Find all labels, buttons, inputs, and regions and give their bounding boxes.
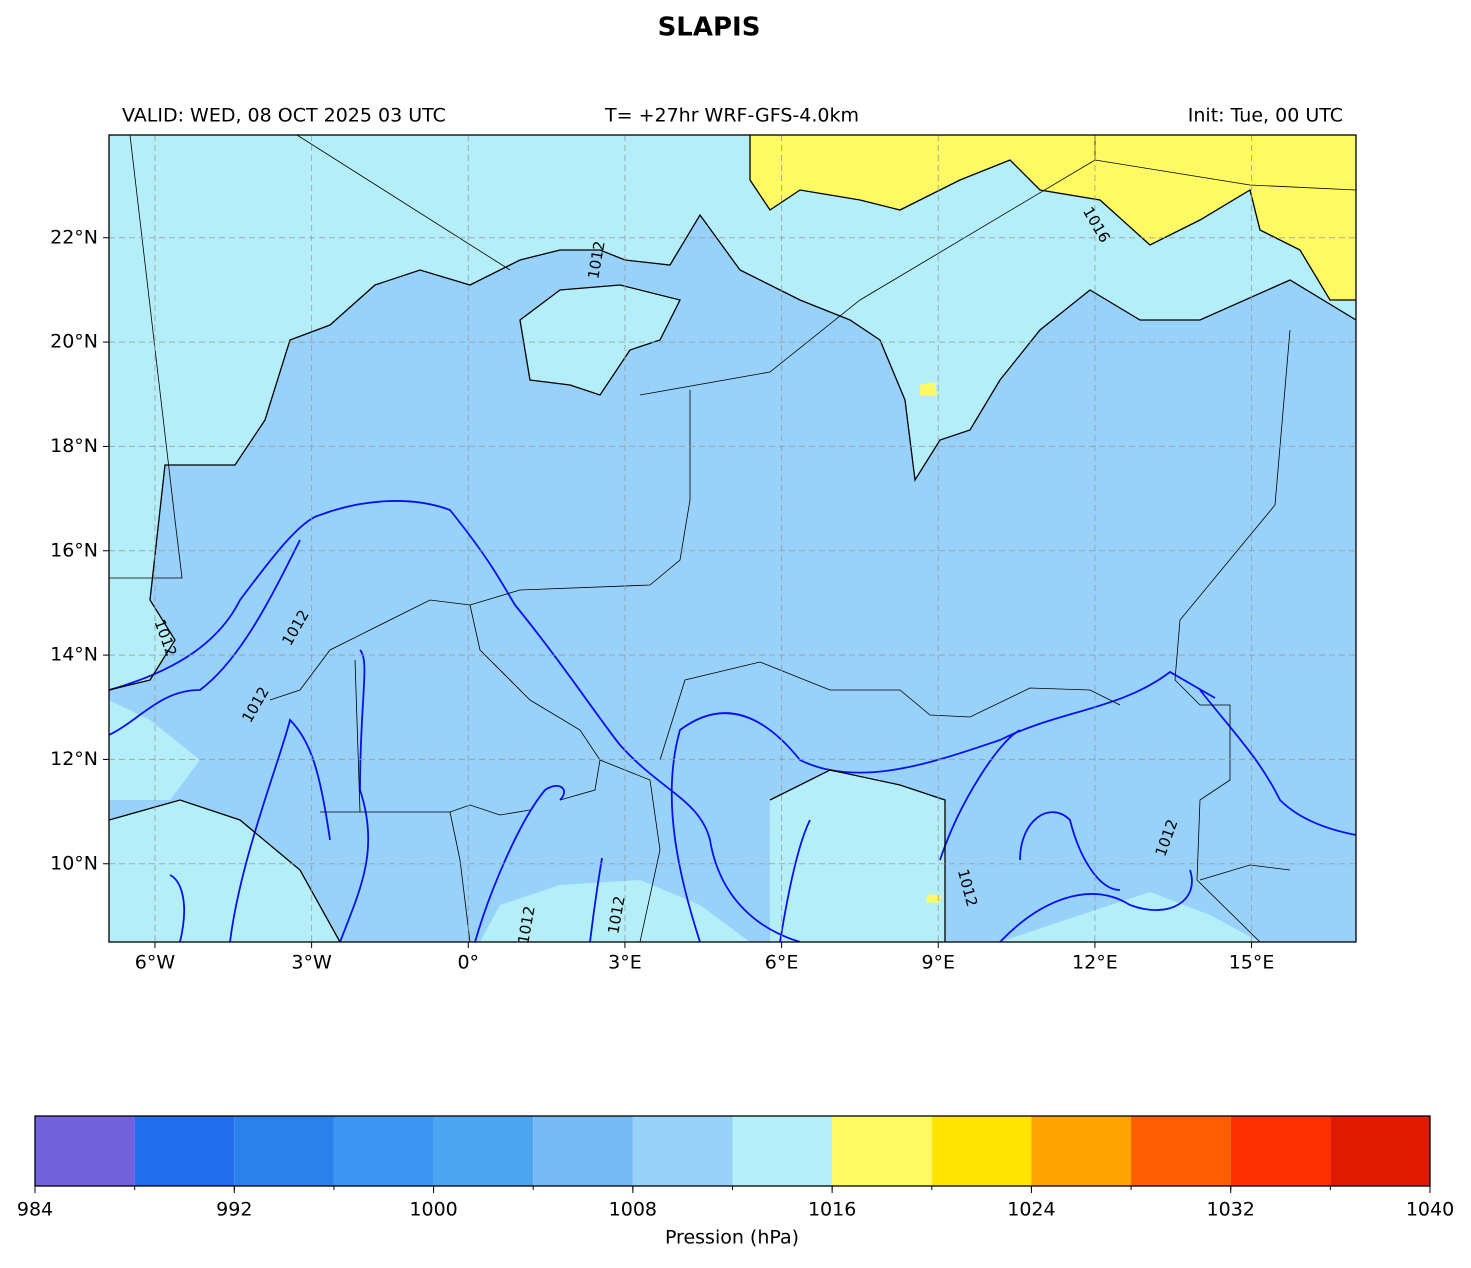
y-tick-label: 16°N [50,539,98,561]
colorbar-segment [234,1116,334,1186]
map-frame [108,134,1357,943]
colorbar-label: Pression (hPa) [665,1227,799,1249]
title: SLAPIS [658,13,761,43]
colorbar-tick-label: 984 [17,1199,53,1221]
coastline [109,135,1356,942]
isobar [474,785,811,942]
isobar [670,670,1216,942]
y-tick-label: 14°N [50,644,98,666]
colorbar-segment [1230,1116,1331,1186]
x-tick-label: 15°E [1229,952,1275,974]
y-tick-label: 22°N [50,226,98,248]
colorbar-segment [533,1116,633,1186]
x-tick-label: 3°E [608,952,642,974]
isobar [939,729,1193,942]
colorbar-tick-label: 1032 [1207,1199,1255,1221]
colorbar-segment [1330,1116,1430,1186]
colorbar-tick-label: 1008 [609,1199,657,1221]
colorbar: 984 992 1000 1008 1016 1024 1032 1040 [17,1115,1454,1221]
colorbar-segment [732,1116,833,1186]
pressure-region [109,215,1356,942]
country-border [109,135,1356,942]
colorbar-tick-label: 1000 [409,1199,457,1221]
map-area [109,135,1356,942]
x-tick-label: 6°E [765,952,799,974]
y-tick-label: 10°N [50,852,98,874]
x-tick-label: 6°W [135,952,176,974]
run-info: T= +27hr WRF-GFS-4.0km [604,105,859,127]
x-tick-label: 3°W [291,952,332,974]
colorbar-segment [333,1116,434,1186]
pressure-region [109,285,1260,942]
colorbar-tick-label: 1040 [1406,1199,1454,1221]
init-time: Init: Tue, 00 UTC [1188,105,1343,127]
colorbar-tick-label: 1024 [1007,1199,1055,1221]
colorbar-segment [931,1116,1032,1186]
colorbar-tick-label: 992 [216,1199,252,1221]
colorbar-tick-label: 1016 [808,1199,856,1221]
y-tick-label: 12°N [50,748,98,770]
colorbar-segment [134,1116,235,1186]
colorbar-segment [35,1116,135,1186]
y-tick-label: 18°N [50,435,98,457]
isobar [1199,689,1356,836]
pressure-region [750,135,1356,903]
colorbar-segment [1031,1116,1132,1186]
coastline [109,213,1356,691]
x-tick-label: 12°E [1072,952,1118,974]
isobar [109,500,801,942]
colorbar-segment [1131,1116,1231,1186]
y-tick-label: 20°N [50,331,98,353]
valid-time: VALID: WED, 08 OCT 2025 03 UTC [122,105,446,127]
colorbar-frame [34,1115,1431,1187]
isobar [109,539,370,942]
colorbar-segment [632,1116,733,1186]
colorbar-segment [832,1116,932,1186]
x-tick-label: 0° [457,952,479,974]
map-axes: 6°W 3°W 0° 3°E 6°E 9°E 12°E 15°E 10°N 12°N 14°N 16°… [50,135,1356,974]
x-tick-label: 9°E [921,952,955,974]
colorbar-segment [433,1116,534,1186]
